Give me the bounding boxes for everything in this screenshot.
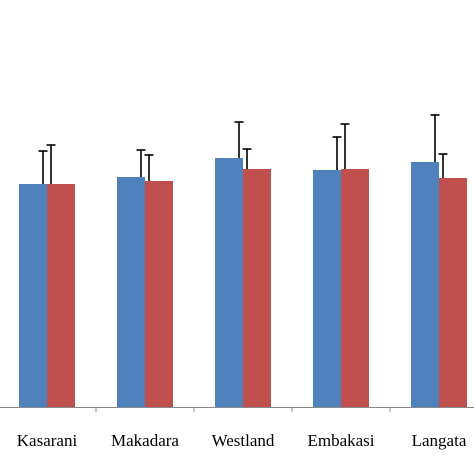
bar-series-2-makadara <box>145 181 173 407</box>
bars-layer <box>19 158 467 407</box>
x-axis <box>0 407 474 412</box>
bar-series-2-embakasi <box>341 169 369 407</box>
x-tick-label-westland: Westland <box>212 431 275 450</box>
error-bars-layer <box>38 114 448 184</box>
x-tick-label-makadara: Makadara <box>111 431 179 450</box>
x-tick-label-langata: Langata <box>412 431 467 450</box>
bar-series-1-kasarani <box>19 184 47 407</box>
x-tick-labels: Kasarani Makadara Westland Embakasi Langata <box>17 431 467 450</box>
bar-series-1-makadara <box>117 177 145 407</box>
bar-series-1-westland <box>215 158 243 407</box>
bar-series-2-langata <box>439 178 467 407</box>
bar-series-1-langata <box>411 162 439 407</box>
bar-series-1-embakasi <box>313 170 341 407</box>
x-tick-label-embakasi: Embakasi <box>307 431 374 450</box>
bar-series-2-westland <box>243 169 271 407</box>
x-tick-label-kasarani: Kasarani <box>17 431 78 450</box>
bar-series-2-kasarani <box>47 184 75 407</box>
